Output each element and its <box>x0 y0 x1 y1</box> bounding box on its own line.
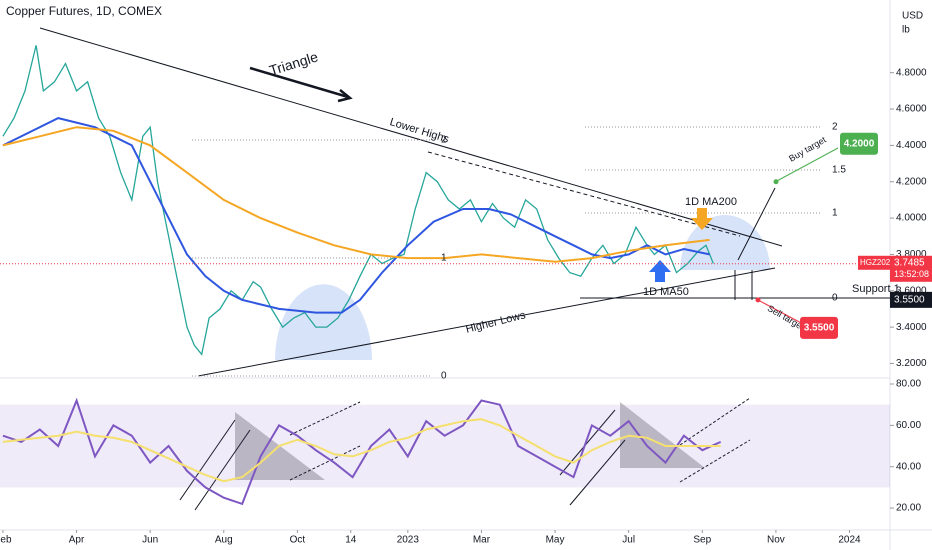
trendline <box>427 151 741 237</box>
last-price: 3.7485 <box>894 257 925 268</box>
y-tick-label: 4.6000 <box>896 104 927 115</box>
annotation: 1 <box>441 253 447 264</box>
arrow-marker <box>649 260 671 282</box>
annotation: 2 <box>441 135 447 146</box>
annotation: 1D MA50 <box>643 286 689 298</box>
support-box <box>890 291 932 308</box>
y-tick-label: 3.4000 <box>896 322 927 333</box>
x-tick-label: Sep <box>693 535 711 546</box>
annotation: 0 <box>441 371 447 382</box>
y-tick-label: 3.8000 <box>896 249 927 260</box>
trendline <box>39 27 783 247</box>
x-tick-label: 2024 <box>838 535 861 546</box>
arrow-head <box>337 89 353 103</box>
unit: lb <box>902 25 910 36</box>
channel-line <box>194 429 251 511</box>
annotation: 1 <box>832 208 838 219</box>
y-tick-label: 4.4000 <box>896 140 927 151</box>
channel-line <box>289 401 361 436</box>
series-line <box>2 397 722 506</box>
x-tick-label: May <box>546 535 565 546</box>
target-box <box>800 316 838 339</box>
target-box <box>840 132 878 155</box>
annotation: 1.5 <box>832 165 846 176</box>
dome <box>275 284 372 360</box>
symbol: HGZ2023 <box>860 258 895 267</box>
annotation: Support 1 <box>852 283 900 295</box>
y-tick-label: 20.00 <box>896 503 921 514</box>
x-tick-label: Nov <box>767 535 785 546</box>
target-dot <box>773 179 779 185</box>
projection <box>774 147 839 183</box>
x-tick-label: Oct <box>290 535 306 546</box>
series-line <box>2 126 710 263</box>
y-tick-label: 4.8000 <box>896 67 927 78</box>
y-tick-label: 3.6000 <box>896 285 927 296</box>
annotation: 1D MA200 <box>685 196 737 208</box>
price-box <box>890 255 932 282</box>
channel-line <box>679 439 751 483</box>
y-tick-label: 60.00 <box>896 420 921 431</box>
x-tick-label: Feb <box>0 535 12 546</box>
arrow <box>249 66 349 99</box>
x-tick-label: Aug <box>215 535 233 546</box>
x-tick-label: Apr <box>69 535 85 546</box>
symbol-box <box>858 255 890 270</box>
rsi-band <box>0 404 890 488</box>
channel-line <box>679 397 751 446</box>
series-line <box>2 117 710 314</box>
annotation: 0 <box>832 293 838 304</box>
x-tick-label: Jul <box>622 535 635 546</box>
y-tick-label: 40.00 <box>896 461 921 472</box>
projection <box>757 299 806 326</box>
trendline <box>197 267 776 377</box>
countdown: 13:52:08 <box>894 269 929 279</box>
rsi-triangle <box>620 402 705 468</box>
projection <box>737 187 776 261</box>
channel-line <box>179 419 236 501</box>
channel-line <box>569 439 626 506</box>
x-tick-label: Jun <box>142 535 158 546</box>
support-label: 3.5500 <box>894 294 925 305</box>
chart-title: Copper Futures, 1D, COMEX <box>6 4 162 18</box>
currency: USD <box>902 11 923 22</box>
arrow-marker <box>691 208 713 230</box>
target-label: 3.5500 <box>804 322 835 333</box>
channel-line <box>289 445 361 481</box>
x-tick-label: Mar <box>473 535 491 546</box>
y-tick-label: 80.00 <box>896 379 921 390</box>
y-tick-label: 4.0000 <box>896 213 927 224</box>
annotation: 2 <box>832 122 838 133</box>
channel-line <box>559 409 616 476</box>
target-dot <box>755 297 761 303</box>
y-tick-label: 3.2000 <box>896 358 927 369</box>
series-line <box>2 45 714 356</box>
y-tick-label: 4.2000 <box>896 176 927 187</box>
target-label: 4.2000 <box>844 138 875 149</box>
series-line <box>2 418 721 483</box>
x-tick-label: 2023 <box>397 535 420 546</box>
x-tick-label: 14 <box>345 535 357 546</box>
